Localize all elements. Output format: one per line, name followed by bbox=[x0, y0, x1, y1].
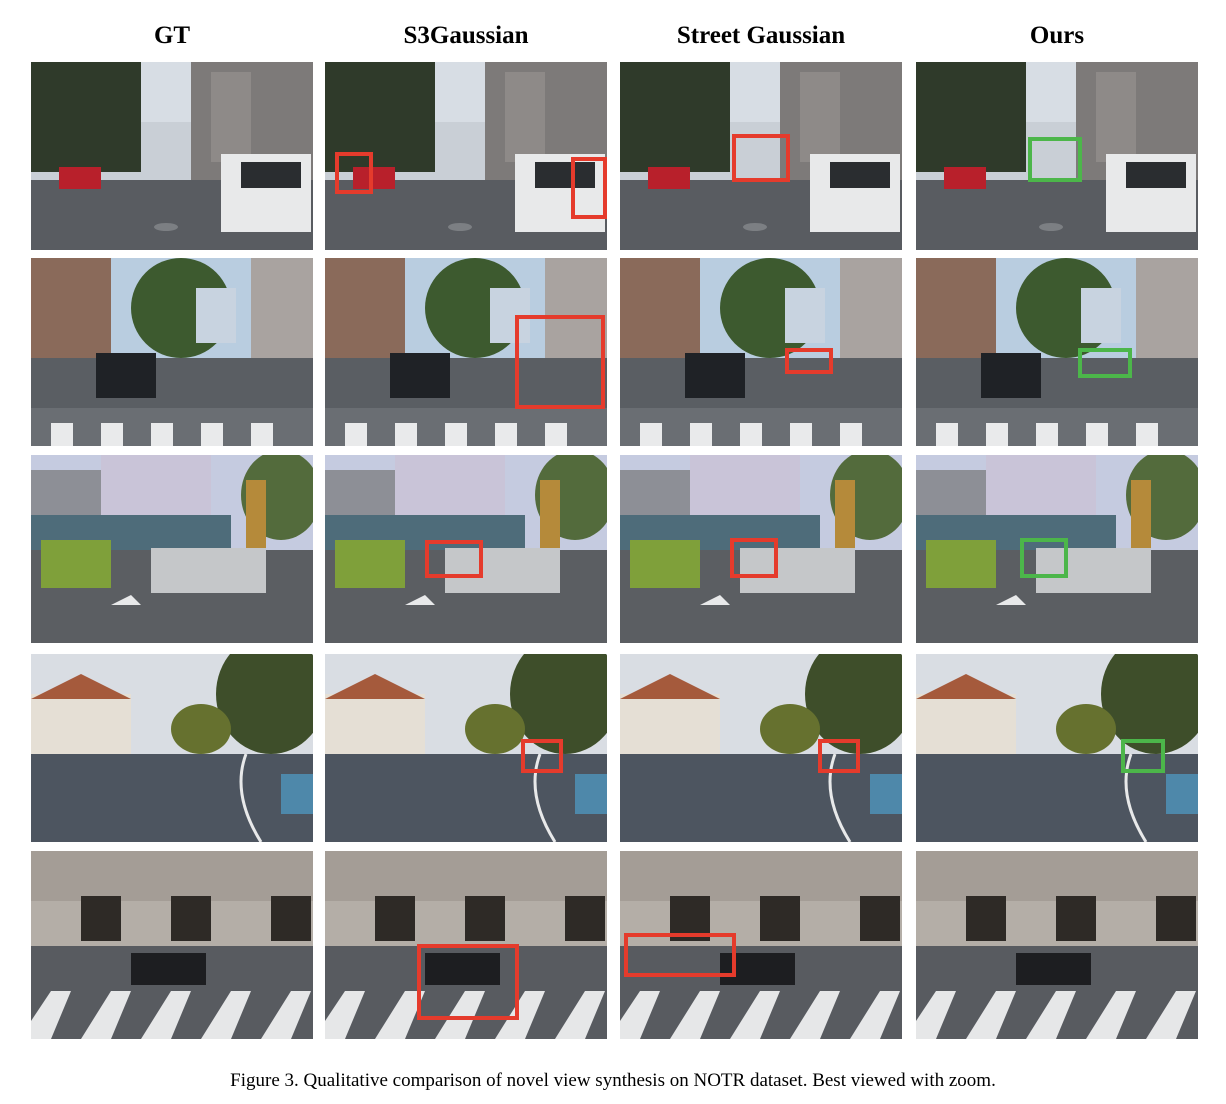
figure-caption: Figure 3. Qualitative comparison of nove… bbox=[230, 1070, 996, 1091]
row4-ours-image bbox=[916, 654, 1198, 842]
row1-s3gaussian-error-box-2 bbox=[571, 157, 607, 219]
row1-ours-image bbox=[916, 62, 1198, 250]
row2-ours-image bbox=[916, 258, 1198, 446]
row2-street-gaussian-image bbox=[620, 258, 902, 446]
row5-street-gaussian-image bbox=[620, 851, 902, 1039]
row3-ours-image bbox=[916, 455, 1198, 643]
row1-gt-image bbox=[31, 62, 313, 250]
row5-ours-image bbox=[916, 851, 1198, 1039]
row4-s3gaussian-error-box bbox=[521, 739, 563, 773]
row5-s3gaussian-error-box bbox=[417, 944, 519, 1020]
row2-street-gaussian-error-box bbox=[785, 348, 833, 374]
row4-ours-highlight-box bbox=[1121, 739, 1165, 773]
row4-street-gaussian-error-box bbox=[818, 739, 860, 773]
row3-ours-highlight-box bbox=[1020, 538, 1068, 578]
column-title-street-gaussian: Street Gaussian bbox=[676, 22, 846, 49]
row2-ours-highlight-box bbox=[1078, 348, 1132, 378]
row4-s3gaussian-image bbox=[325, 654, 607, 842]
row5-street-gaussian-error-box bbox=[624, 933, 736, 977]
column-title-gt: GT bbox=[153, 22, 191, 49]
column-title-s3gaussian: S3Gaussian bbox=[403, 22, 529, 49]
column-title-ours: Ours bbox=[1029, 22, 1085, 49]
row3-s3gaussian-error-box bbox=[425, 540, 483, 578]
row1-street-gaussian-image bbox=[620, 62, 902, 250]
row3-s3gaussian-image bbox=[325, 455, 607, 643]
row1-street-gaussian-error-box bbox=[732, 134, 790, 182]
row4-gt-image bbox=[31, 654, 313, 842]
row1-ours-highlight-box bbox=[1028, 137, 1082, 182]
row2-s3gaussian-image bbox=[325, 258, 607, 446]
row3-street-gaussian-image bbox=[620, 455, 902, 643]
row4-street-gaussian-image bbox=[620, 654, 902, 842]
row2-gt-image bbox=[31, 258, 313, 446]
row5-s3gaussian-image bbox=[325, 851, 607, 1039]
row3-gt-image bbox=[31, 455, 313, 643]
row1-s3gaussian-error-box-1 bbox=[335, 152, 373, 194]
row2-s3gaussian-error-box bbox=[515, 315, 605, 409]
row1-s3gaussian-image bbox=[325, 62, 607, 250]
row5-gt-image bbox=[31, 851, 313, 1039]
row3-street-gaussian-error-box bbox=[730, 538, 778, 578]
